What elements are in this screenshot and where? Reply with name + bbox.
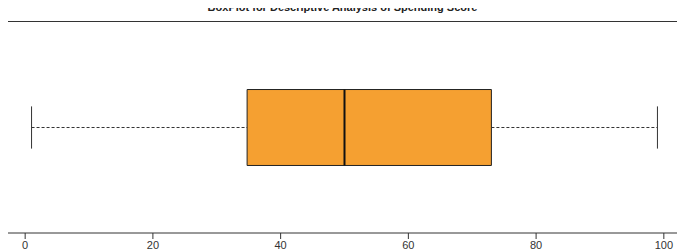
svg-text:40: 40 — [275, 239, 287, 250]
svg-text:80: 80 — [530, 239, 542, 250]
html-text:BoxPlot for Descriptive Analys: BoxPlot for Descriptive Analysis of Spen… — [207, 1, 478, 13]
svg-text:0: 0 — [22, 239, 28, 250]
svg-text:20: 20 — [147, 239, 159, 250]
svg-text:100: 100 — [655, 239, 673, 250]
svg-text:60: 60 — [402, 239, 414, 250]
